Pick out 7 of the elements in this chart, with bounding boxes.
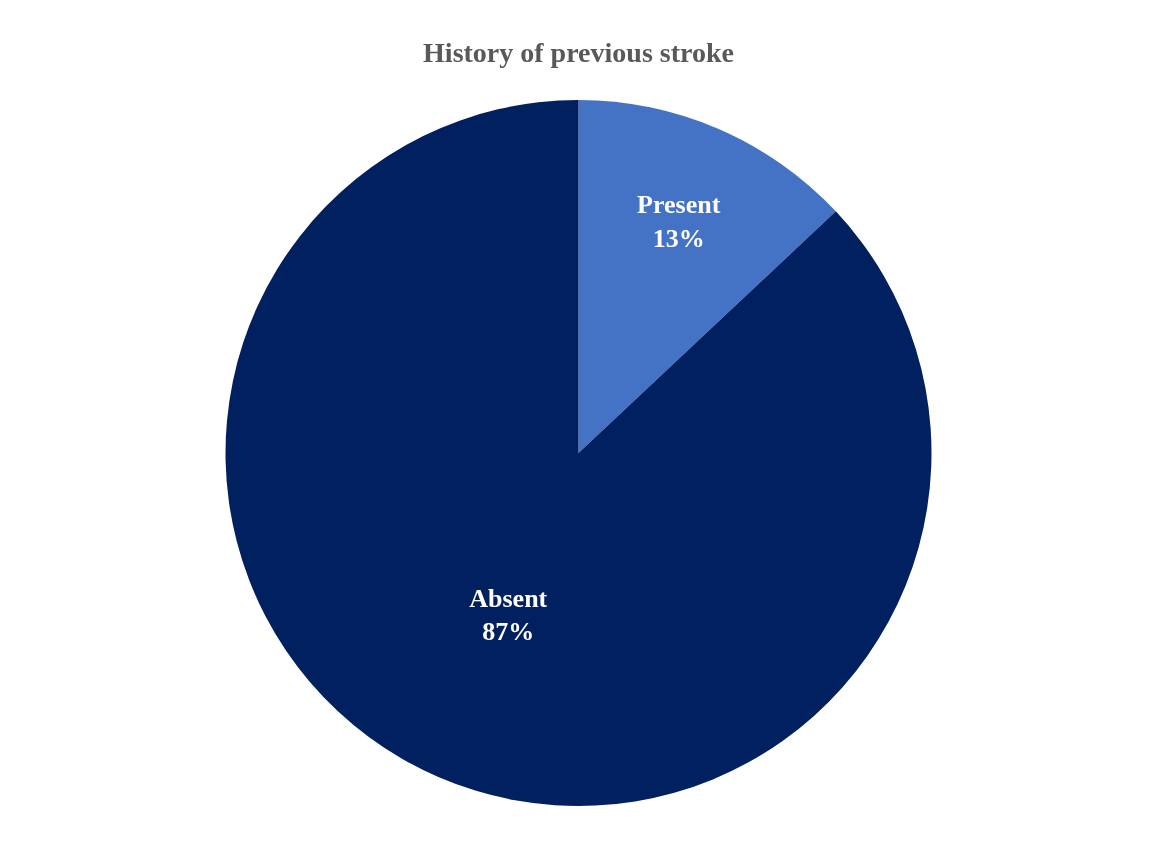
chart-title: History of previous stroke — [423, 36, 734, 68]
slice-label: Absent — [469, 583, 548, 613]
slice-label: Present — [637, 189, 721, 219]
pie-slice — [578, 100, 836, 453]
pie-slice — [225, 100, 932, 806]
data-label: 13% — [652, 223, 705, 253]
data-label: 87% — [482, 617, 535, 647]
